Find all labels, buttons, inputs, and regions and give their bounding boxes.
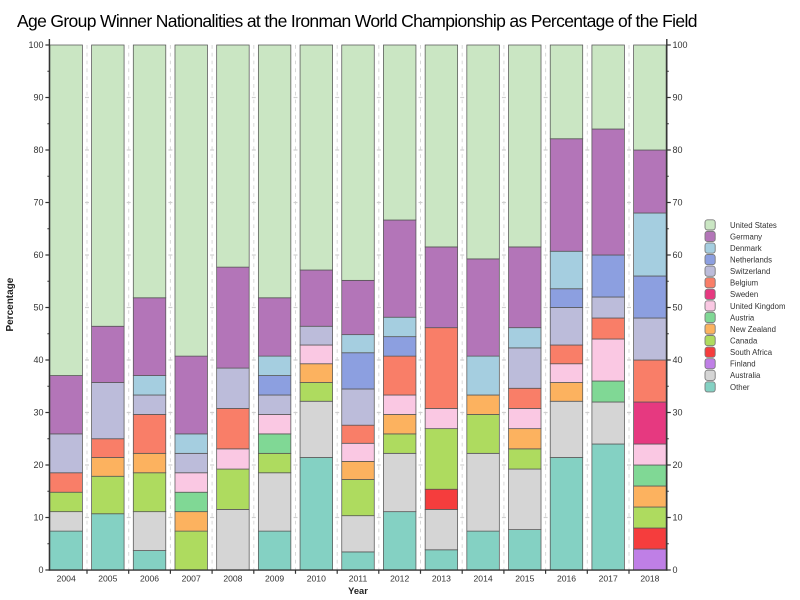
- svg-text:Switzerland: Switzerland: [730, 267, 770, 276]
- svg-text:0: 0: [673, 565, 678, 575]
- svg-text:20: 20: [673, 460, 683, 470]
- svg-text:United Kingdom: United Kingdom: [730, 302, 785, 311]
- svg-text:2007: 2007: [182, 574, 201, 584]
- svg-text:Percentage: Percentage: [5, 277, 16, 331]
- svg-text:Netherlands: Netherlands: [730, 256, 772, 265]
- svg-text:Belgium: Belgium: [730, 279, 758, 288]
- svg-text:80: 80: [673, 145, 683, 155]
- svg-text:2014: 2014: [474, 574, 493, 584]
- svg-text:30: 30: [673, 408, 683, 418]
- svg-text:New Zealand: New Zealand: [730, 325, 776, 334]
- svg-text:Canada: Canada: [730, 337, 758, 346]
- svg-text:60: 60: [33, 250, 43, 260]
- svg-text:90: 90: [33, 93, 43, 103]
- svg-text:2009: 2009: [265, 574, 284, 584]
- svg-text:Australia: Australia: [730, 371, 761, 380]
- svg-text:60: 60: [673, 250, 683, 260]
- svg-text:30: 30: [33, 408, 43, 418]
- svg-text:2012: 2012: [390, 574, 409, 584]
- svg-text:Germany: Germany: [730, 232, 762, 241]
- svg-text:2017: 2017: [599, 574, 618, 584]
- svg-text:Year: Year: [348, 586, 368, 596]
- svg-text:Age Group Winner Nationalities: Age Group Winner Nationalities at the Ir…: [17, 11, 697, 31]
- svg-text:2004: 2004: [57, 574, 76, 584]
- svg-text:2008: 2008: [223, 574, 242, 584]
- svg-text:40: 40: [33, 355, 43, 365]
- svg-text:90: 90: [673, 93, 683, 103]
- svg-text:20: 20: [33, 460, 43, 470]
- svg-text:2010: 2010: [307, 574, 326, 584]
- svg-text:Sweden: Sweden: [730, 290, 758, 299]
- svg-text:2006: 2006: [140, 574, 159, 584]
- svg-text:Other: Other: [730, 383, 750, 392]
- svg-text:80: 80: [33, 145, 43, 155]
- svg-text:70: 70: [33, 198, 43, 208]
- svg-text:100: 100: [28, 40, 43, 50]
- svg-text:0: 0: [38, 565, 43, 575]
- svg-text:50: 50: [673, 303, 683, 313]
- svg-text:10: 10: [33, 513, 43, 523]
- svg-text:South Africa: South Africa: [730, 348, 773, 357]
- svg-text:10: 10: [673, 513, 683, 523]
- svg-text:40: 40: [673, 355, 683, 365]
- svg-text:2015: 2015: [515, 574, 534, 584]
- svg-text:Denmark: Denmark: [730, 244, 762, 253]
- svg-text:2018: 2018: [640, 574, 659, 584]
- svg-text:100: 100: [673, 40, 688, 50]
- svg-text:50: 50: [33, 303, 43, 313]
- svg-text:2011: 2011: [349, 574, 368, 584]
- svg-text:United States: United States: [730, 221, 777, 230]
- svg-text:70: 70: [673, 198, 683, 208]
- svg-text:2005: 2005: [98, 574, 117, 584]
- svg-text:Austria: Austria: [730, 313, 755, 322]
- svg-text:2013: 2013: [432, 574, 451, 584]
- svg-text:Finland: Finland: [730, 360, 756, 369]
- svg-text:2016: 2016: [557, 574, 576, 584]
